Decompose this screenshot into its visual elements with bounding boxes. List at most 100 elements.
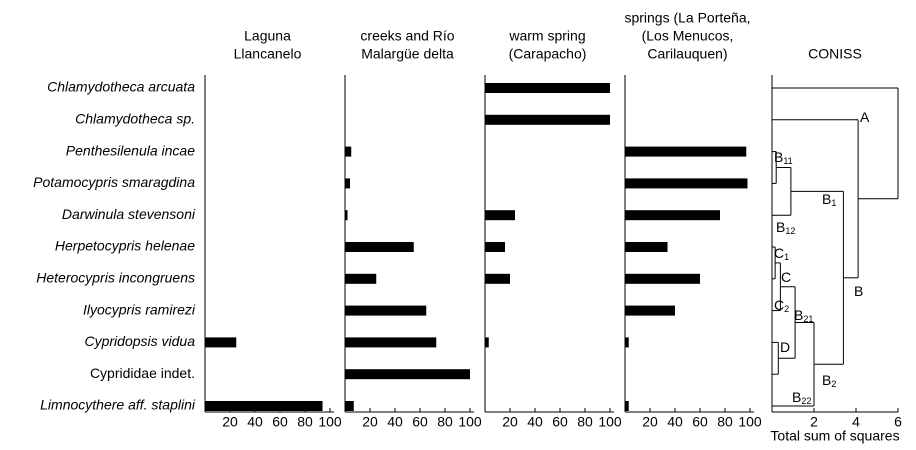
category-label: Cyprididae indet. — [90, 365, 195, 381]
cluster-label-sub: 12 — [785, 226, 795, 236]
bar — [345, 305, 427, 316]
x-tick-label: 80 — [437, 414, 453, 430]
x-tick-label: 6 — [894, 414, 902, 430]
cluster-label: B2 — [822, 372, 836, 390]
bar — [485, 273, 510, 284]
cluster-label-text: C — [774, 297, 784, 313]
bar — [345, 146, 352, 157]
cluster-label-text: B — [792, 389, 801, 405]
cluster-label-text: A — [860, 109, 870, 125]
cluster-label: D — [780, 339, 790, 355]
cluster-label-text: C — [781, 269, 791, 285]
bar — [205, 401, 323, 411]
cluster-label: B12 — [776, 219, 795, 237]
bar — [625, 401, 629, 411]
cluster-label: C1 — [774, 245, 789, 263]
bar — [625, 210, 720, 221]
x-tick-label: 20 — [502, 414, 518, 430]
x-tick-label: 100 — [598, 414, 622, 430]
x-tick-label: 80 — [297, 414, 313, 430]
x-tick-label: 4 — [852, 414, 860, 430]
panel-title: Laguna — [244, 28, 291, 44]
cluster-label: B22 — [792, 389, 811, 407]
bar — [625, 146, 747, 157]
x-tick-label: 40 — [667, 414, 683, 430]
cluster-label: B21 — [794, 307, 813, 325]
bar — [485, 337, 489, 348]
panel-title: (Carapacho) — [509, 46, 587, 62]
cluster-label: B11 — [774, 149, 793, 167]
x-tick-label: 20 — [362, 414, 378, 430]
panel-title: Carilauquen) — [647, 46, 727, 62]
panel-title: CONISS — [808, 46, 862, 62]
panel-title: warm spring — [508, 28, 585, 44]
bar — [345, 178, 350, 189]
bar — [625, 242, 668, 252]
bar — [625, 337, 629, 348]
x-tick-label: 60 — [412, 414, 428, 430]
bar — [485, 114, 610, 125]
cluster-label: C2 — [774, 297, 789, 315]
category-label: Penthesilenula incae — [66, 142, 195, 158]
x-tick-label: 60 — [552, 414, 568, 430]
cluster-label-text: D — [780, 339, 790, 355]
category-label: Ilyocypris ramirezi — [83, 301, 196, 317]
panel-title: creeks and Río — [360, 28, 454, 44]
bar — [485, 210, 515, 221]
cluster-label-text: B — [774, 149, 783, 165]
bar — [205, 337, 237, 348]
cluster-label-text: C — [774, 245, 784, 261]
bar — [625, 305, 675, 316]
cluster-label-text: B — [822, 191, 831, 207]
bar — [345, 401, 354, 411]
cluster-label-text: B — [822, 372, 831, 388]
x-tick-label: 100 — [458, 414, 482, 430]
bar — [485, 242, 505, 252]
x-tick-label: 20 — [642, 414, 658, 430]
bar — [345, 273, 377, 284]
panel-title: Malargüe delta — [361, 46, 454, 62]
x-tick-label: 40 — [387, 414, 403, 430]
cluster-label-sub: 2 — [831, 379, 836, 389]
x-tick-label: 40 — [527, 414, 543, 430]
x-tick-label: 2 — [810, 414, 818, 430]
category-label: Chlamydotheca sp. — [75, 111, 195, 127]
x-tick-label: 100 — [318, 414, 342, 430]
panel-title: springs (La Porteña, — [624, 10, 750, 26]
bar — [485, 83, 610, 93]
panel-title: Llancanelo — [234, 46, 302, 62]
category-label: Herpetocypris helenae — [55, 238, 195, 254]
category-label: Limnocythere aff. staplini — [40, 397, 196, 413]
cluster-label-sub: 1 — [784, 252, 789, 262]
x-tick-label: 20 — [222, 414, 238, 430]
cluster-label-sub: 11 — [783, 156, 792, 166]
cluster-label-sub: 22 — [801, 396, 811, 406]
category-label: Potamocypris smaragdina — [33, 174, 195, 190]
cluster-label: A — [860, 109, 870, 125]
x-tick-label: 80 — [577, 414, 593, 430]
x-tick-label: 60 — [272, 414, 288, 430]
x-tick-label: 60 — [692, 414, 708, 430]
bar — [345, 337, 437, 348]
cluster-label-text: B — [794, 307, 803, 323]
bar — [345, 369, 470, 380]
x-tick-label: 100 — [738, 414, 762, 430]
x-tick-label: 40 — [247, 414, 263, 430]
bar — [345, 210, 348, 221]
category-label: Chlamydotheca arcuata — [47, 79, 195, 95]
x-tick-label: 80 — [717, 414, 733, 430]
cluster-label-sub: 21 — [803, 314, 813, 324]
bar — [625, 178, 748, 189]
cluster-label: B — [854, 283, 863, 299]
category-label: Heterocypris incongruens — [36, 270, 195, 286]
panel-title: (Los Menucos, — [642, 28, 734, 44]
cluster-label-sub: 2 — [784, 304, 789, 314]
cluster-label-sub: 1 — [831, 198, 836, 208]
category-label: Darwinula stevensoni — [62, 206, 196, 222]
cluster-label: C — [781, 269, 791, 285]
cluster-label: B1 — [822, 191, 836, 209]
bar — [345, 242, 414, 252]
cluster-label-text: B — [776, 219, 785, 235]
cluster-label-text: B — [854, 283, 863, 299]
